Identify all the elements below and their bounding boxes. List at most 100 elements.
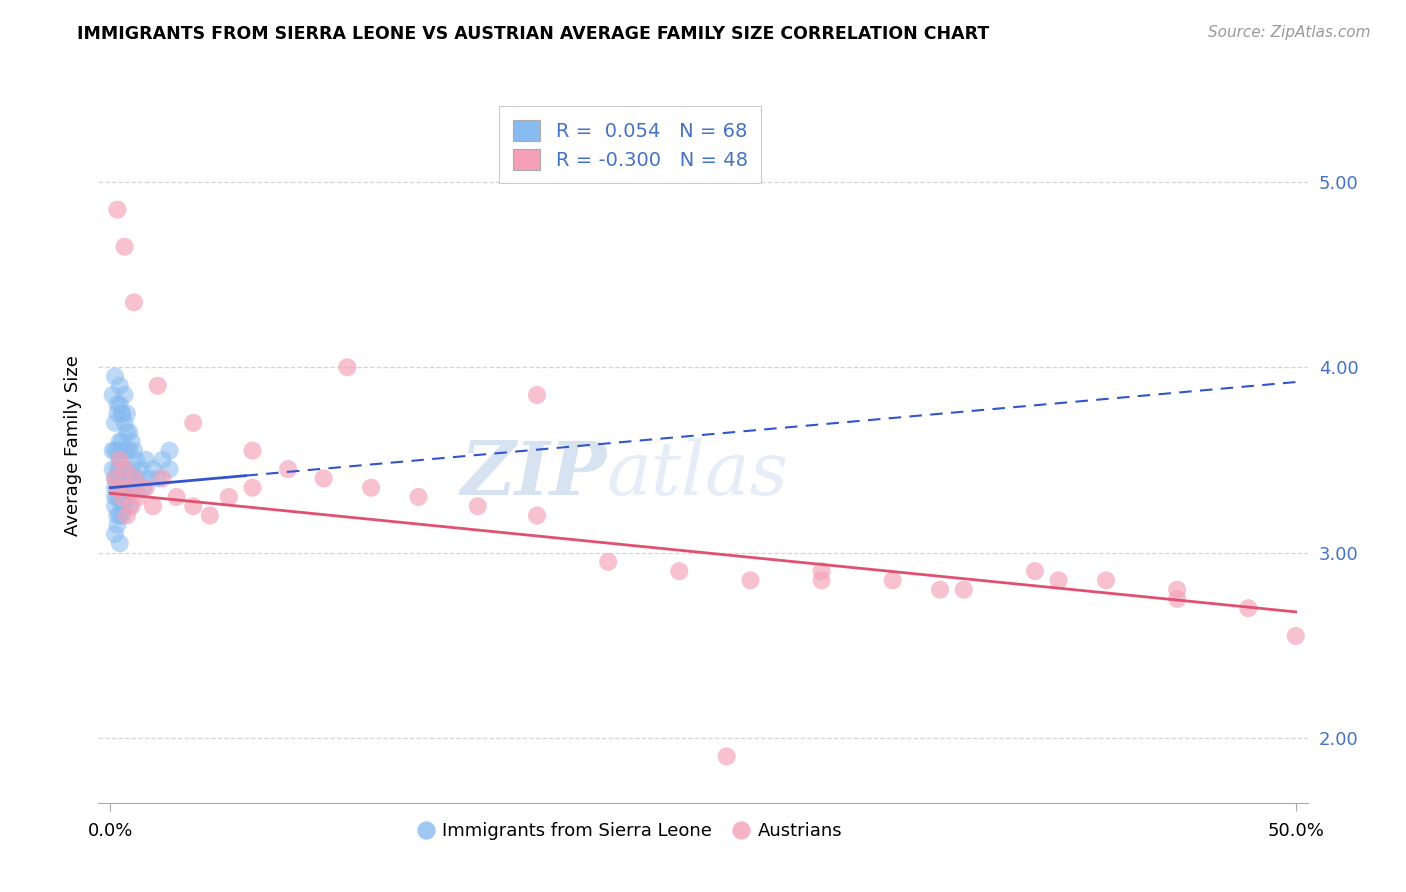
Point <box>598 555 620 569</box>
Point <box>122 295 145 310</box>
Point <box>408 490 430 504</box>
Point <box>104 527 127 541</box>
Point <box>159 462 181 476</box>
Point <box>115 508 138 523</box>
Point <box>104 471 127 485</box>
Point <box>121 462 143 476</box>
Point <box>122 471 145 485</box>
Point <box>105 517 128 532</box>
Point <box>1047 574 1070 588</box>
Point <box>111 407 134 421</box>
Point <box>716 749 738 764</box>
Point <box>105 490 128 504</box>
Point <box>118 500 141 514</box>
Point <box>115 407 138 421</box>
Point <box>101 388 124 402</box>
Point <box>125 453 148 467</box>
Point <box>146 378 169 392</box>
Point <box>135 481 157 495</box>
Point <box>104 481 127 495</box>
Point <box>181 500 204 514</box>
Point <box>111 500 134 514</box>
Point <box>882 574 904 588</box>
Point <box>111 490 134 504</box>
Point <box>118 481 141 495</box>
Point <box>111 434 134 449</box>
Point <box>242 481 264 495</box>
Point <box>108 508 131 523</box>
Point <box>136 471 159 485</box>
Point <box>108 434 131 449</box>
Legend: Immigrants from Sierra Leone, Austrians: Immigrants from Sierra Leone, Austrians <box>412 815 849 847</box>
Point <box>104 490 127 504</box>
Point <box>105 443 128 458</box>
Point <box>105 481 128 495</box>
Point <box>111 471 134 485</box>
Point <box>929 582 952 597</box>
Point <box>242 443 264 458</box>
Point <box>114 443 136 458</box>
Point <box>128 471 150 485</box>
Point <box>104 500 127 514</box>
Point <box>108 378 131 392</box>
Point <box>198 508 221 523</box>
Point <box>360 481 382 495</box>
Point <box>111 407 134 421</box>
Point <box>1024 564 1046 578</box>
Point <box>114 388 136 402</box>
Point <box>1095 574 1118 588</box>
Text: IMMIGRANTS FROM SIERRA LEONE VS AUSTRIAN AVERAGE FAMILY SIZE CORRELATION CHART: IMMIGRANTS FROM SIERRA LEONE VS AUSTRIAN… <box>77 25 990 43</box>
Point <box>135 453 157 467</box>
Point <box>129 462 152 476</box>
Point <box>115 471 138 485</box>
Point <box>108 397 131 411</box>
Point <box>166 490 188 504</box>
Point <box>111 508 134 523</box>
Point <box>952 582 974 597</box>
Point <box>104 416 127 430</box>
Point <box>108 453 131 467</box>
Point <box>526 508 548 523</box>
Point <box>810 564 832 578</box>
Point <box>108 536 131 550</box>
Point <box>105 397 128 411</box>
Point <box>111 481 134 495</box>
Point <box>118 443 141 458</box>
Point <box>146 471 169 485</box>
Point <box>142 500 165 514</box>
Point <box>105 202 128 217</box>
Point <box>122 471 145 485</box>
Point <box>467 500 489 514</box>
Point <box>104 471 127 485</box>
Point <box>104 369 127 384</box>
Point <box>1237 601 1260 615</box>
Point <box>118 425 141 439</box>
Point <box>105 508 128 523</box>
Point <box>114 462 136 476</box>
Point <box>115 490 138 504</box>
Point <box>1285 629 1308 643</box>
Point <box>152 471 174 485</box>
Point <box>114 500 136 514</box>
Point <box>526 388 548 402</box>
Point <box>122 443 145 458</box>
Point <box>142 462 165 476</box>
Point <box>105 471 128 485</box>
Point <box>1166 591 1188 606</box>
Point <box>132 481 155 495</box>
Point <box>336 360 359 375</box>
Point <box>111 443 134 458</box>
Point <box>114 462 136 476</box>
Point <box>108 462 131 476</box>
Point <box>125 481 148 495</box>
Point <box>115 443 138 458</box>
Point <box>181 416 204 430</box>
Point <box>114 490 136 504</box>
Point <box>218 490 240 504</box>
Point <box>118 471 141 485</box>
Point <box>121 434 143 449</box>
Point <box>1166 582 1188 597</box>
Text: atlas: atlas <box>606 438 789 511</box>
Point <box>101 462 124 476</box>
Point <box>121 481 143 495</box>
